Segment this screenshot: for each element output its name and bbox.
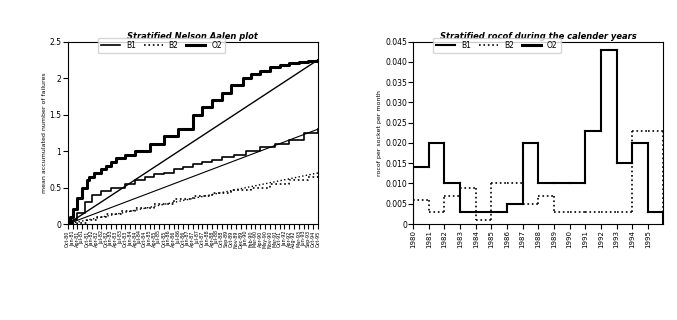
- Y-axis label: mean accumulated number of failures: mean accumulated number of failures: [41, 73, 47, 193]
- Y-axis label: rocof per socket per month: rocof per socket per month: [377, 90, 383, 176]
- Legend: B1, B2, O2: B1, B2, O2: [433, 38, 561, 53]
- Title: Stratified Nelson Aalen plot: Stratified Nelson Aalen plot: [127, 32, 259, 41]
- Title: Stratified rocof during the calender years: Stratified rocof during the calender yea…: [440, 32, 636, 41]
- Legend: B1, B2, O2: B1, B2, O2: [97, 38, 225, 53]
